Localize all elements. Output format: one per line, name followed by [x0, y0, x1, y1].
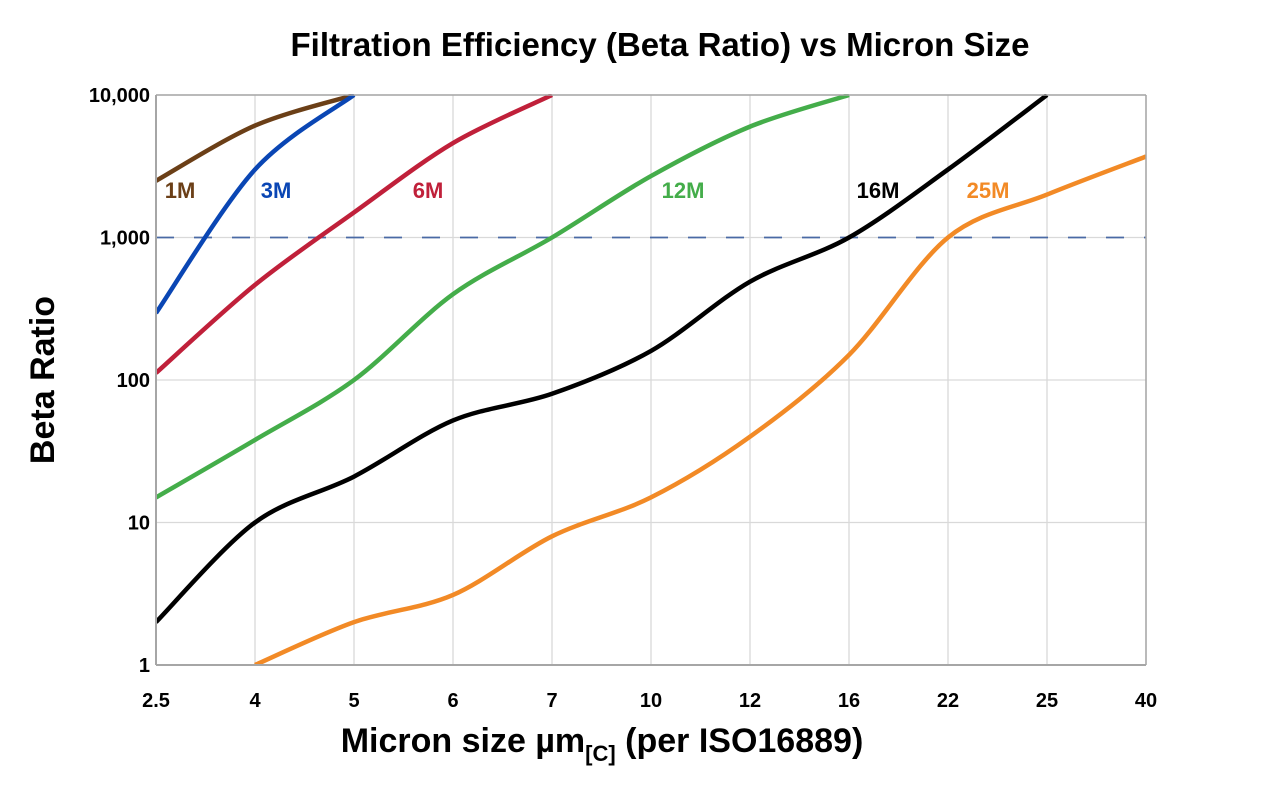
series-line-12M	[156, 94, 850, 500]
x-tick-label: 5	[348, 690, 359, 712]
series-line-16M	[156, 94, 1049, 624]
y-tick-label: 100	[117, 370, 150, 392]
x-tick-label: 10	[640, 690, 662, 712]
series-lines	[156, 94, 1146, 666]
series-label-6M: 6M	[413, 178, 444, 203]
x-axis-label-main: Micron size µm	[341, 722, 585, 760]
x-axis-label: Micron size µm[C] (per ISO16889)	[341, 722, 864, 766]
series-label-12M: 12M	[662, 178, 705, 203]
y-tick-label: 1	[139, 655, 150, 677]
y-tick-label: 10,000	[89, 85, 150, 107]
plot-frame	[155, 94, 1147, 666]
x-tick-labels: 2.5 4 5 6 7 10 12 16 22 25 40	[142, 690, 1157, 712]
x-axis-label-sub: [C]	[585, 741, 616, 766]
x-tick-label: 25	[1036, 690, 1058, 712]
y-axis-label: Beta Ratio	[24, 296, 62, 464]
series-label-1M: 1M	[165, 178, 196, 203]
series-label-3M: 3M	[261, 178, 292, 203]
series-labels: 1M 3M 6M 12M 16M 25M	[165, 178, 1010, 203]
x-tick-label: 7	[546, 690, 557, 712]
x-tick-label: 40	[1135, 690, 1157, 712]
series-line-3M	[156, 94, 356, 315]
series-line-25M	[254, 154, 1146, 666]
x-axis-label-tail: (per ISO16889)	[616, 722, 864, 760]
series-line-1M	[156, 94, 355, 183]
series-label-25M: 25M	[967, 178, 1010, 203]
x-tick-label: 6	[447, 690, 458, 712]
x-tick-label: 22	[937, 690, 959, 712]
x-tick-label: 4	[249, 690, 261, 712]
y-tick-label: 1,000	[100, 228, 150, 250]
x-tick-label: 16	[838, 690, 860, 712]
y-tick-labels: 1 10 100 1,000 10,000	[89, 85, 150, 677]
chart-title: Filtration Efficiency (Beta Ratio) vs Mi…	[291, 26, 1030, 63]
x-tick-label: 2.5	[142, 690, 170, 712]
y-tick-label: 10	[128, 513, 150, 535]
series-label-16M: 16M	[857, 178, 900, 203]
series-line-6M	[156, 94, 553, 375]
x-tick-label: 12	[739, 690, 761, 712]
